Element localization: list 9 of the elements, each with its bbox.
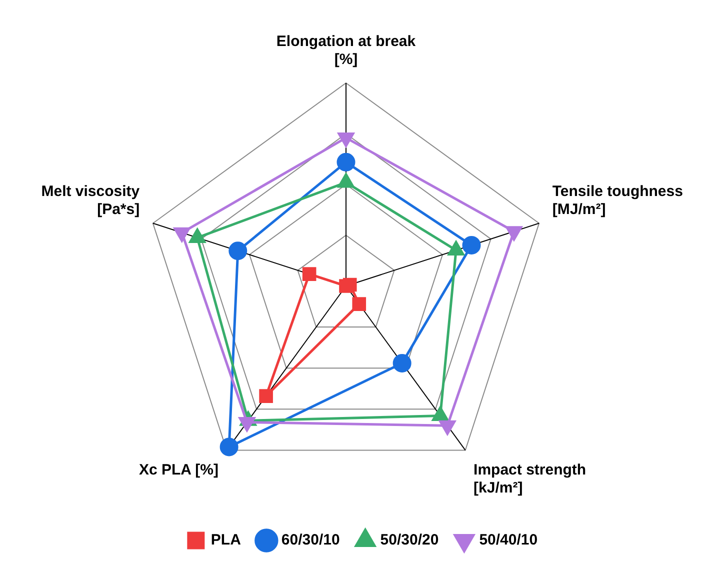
- spoke-label: Tensile toughness [MJ/m²]: [552, 183, 683, 218]
- spoke-label: Melt viscosity [Pa*s]: [41, 183, 140, 218]
- spoke-label: Xc PLA [%]: [138, 462, 218, 479]
- legend-label: 50/40/10: [479, 532, 538, 549]
- spoke-label: Elongation at break [%]: [276, 33, 416, 68]
- legend-label: 60/30/10: [281, 532, 340, 549]
- legend-label: 50/30/20: [380, 532, 439, 549]
- spoke-label: Impact strength [kJ/m²]: [474, 462, 586, 497]
- legend-label: PLA: [210, 532, 242, 549]
